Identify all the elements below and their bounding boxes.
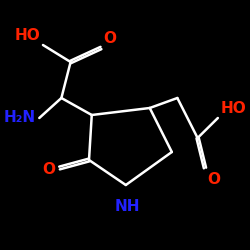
Text: O: O bbox=[104, 31, 117, 46]
Text: HO: HO bbox=[220, 101, 246, 116]
Text: O: O bbox=[208, 172, 221, 187]
Text: NH: NH bbox=[115, 199, 140, 214]
Text: HO: HO bbox=[14, 28, 40, 43]
Text: H₂N: H₂N bbox=[4, 110, 35, 126]
Text: O: O bbox=[42, 162, 55, 178]
